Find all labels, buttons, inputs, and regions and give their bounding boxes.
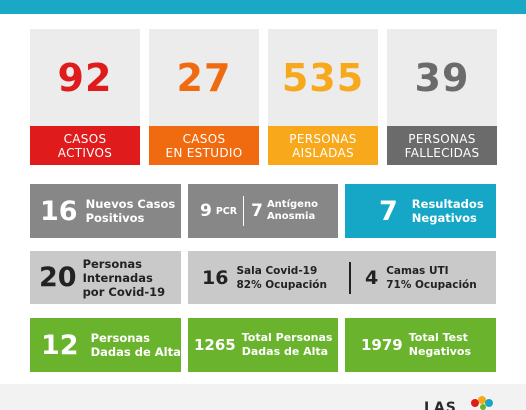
tests-box: 9 PCR 7 Antígeno Anosmia: [188, 184, 338, 238]
stat-card-personas-aisladas: 535 PERSONAS AISLADAS: [268, 29, 378, 165]
nuevos-casos-value: 16: [40, 195, 78, 227]
internadas-value: 20: [39, 262, 77, 293]
stat-label: PERSONAS FALLECIDAS: [387, 126, 497, 165]
stat-card-personas-fallecidas: 39 PERSONAS FALLECIDAS: [387, 29, 497, 165]
logo-text: LAS: [424, 400, 457, 410]
stat-value: 27: [176, 55, 232, 100]
nuevos-casos-box: 16 Nuevos Casos Positivos: [30, 184, 181, 238]
divider: [348, 261, 351, 294]
dadas-de-alta-value: 12: [41, 329, 79, 361]
stat-value: 92: [57, 55, 113, 100]
total-dadas-de-alta-box: 1265 Total Personas Dadas de Alta: [188, 318, 338, 372]
uti-value: 4: [364, 266, 379, 289]
total-test-negativos-box: 1979 Total Test Negativos: [345, 318, 496, 372]
antigeno-value: 7: [251, 201, 263, 221]
stat-card-casos-activos: 92 CASOS ACTIVOS: [30, 29, 140, 165]
resultados-negativos-box: 7 Resultados Negativos: [345, 184, 496, 238]
total-test-negativos-value: 1979: [361, 336, 403, 354]
pcr-label: PCR: [215, 205, 238, 217]
divider: [243, 196, 245, 226]
stat-label: CASOS ACTIVOS: [30, 126, 140, 165]
internadas-box: 20 Personas Internadas por Covid-19: [30, 251, 181, 304]
total-dadas-de-alta-value: 1265: [194, 336, 236, 354]
logo-mark-icon: [471, 396, 493, 410]
footer-strip: LAS: [0, 384, 526, 410]
pcr-value: 9: [200, 201, 212, 221]
stat-label: CASOS EN ESTUDIO: [149, 126, 259, 165]
resultados-negativos-value: 7: [379, 195, 398, 227]
stat-label: PERSONAS AISLADAS: [268, 126, 378, 165]
sala-value: 16: [202, 266, 229, 289]
dadas-de-alta-box: 12 Personas Dadas de Alta: [30, 318, 181, 372]
ocupacion-box: 16 Sala Covid-19 82% Ocupación 4 Camas U…: [188, 251, 496, 304]
stat-value: 39: [414, 55, 470, 100]
stat-value: 535: [281, 55, 365, 100]
header-bar: [0, 0, 526, 14]
stat-card-casos-en-estudio: 27 CASOS EN ESTUDIO: [149, 29, 259, 165]
